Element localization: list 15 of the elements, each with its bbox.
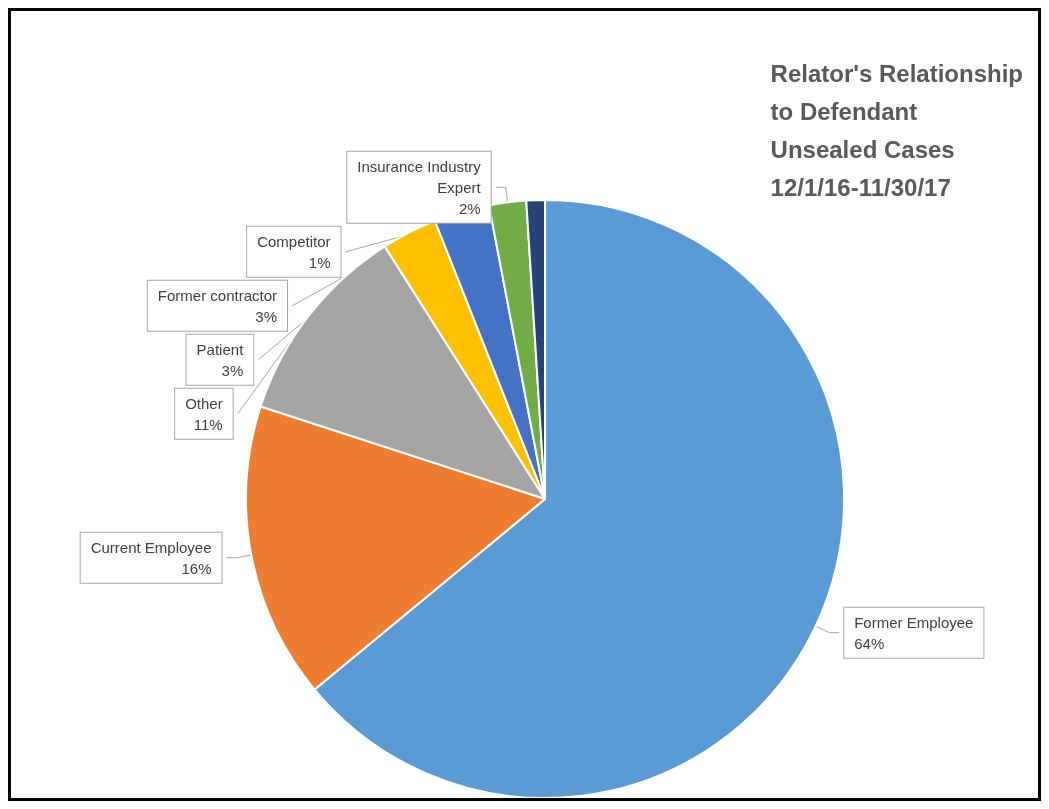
slice-label: Former Employee — [854, 613, 974, 631]
slice-label: Current Employee — [90, 538, 212, 556]
slice-label: Patient — [196, 340, 245, 358]
slice-label: Insurance Industry Expert — [357, 157, 482, 196]
data-label: 3% — [221, 361, 244, 379]
data-label: 64% — [854, 634, 885, 652]
data-label: 16% — [181, 559, 212, 577]
data-label: 2% — [458, 199, 481, 217]
chart-title: Relator's Relationship to Defendant Unsealed Cases 12/1/16-11/30/17 — [770, 59, 1023, 201]
slice-label: Other — [185, 394, 223, 412]
data-label: 11% — [193, 415, 223, 433]
data-label: 3% — [255, 307, 278, 325]
slice-label: Competitor — [257, 232, 331, 250]
data-label: 1% — [308, 253, 331, 271]
slice-label: Former contractor — [157, 286, 278, 304]
